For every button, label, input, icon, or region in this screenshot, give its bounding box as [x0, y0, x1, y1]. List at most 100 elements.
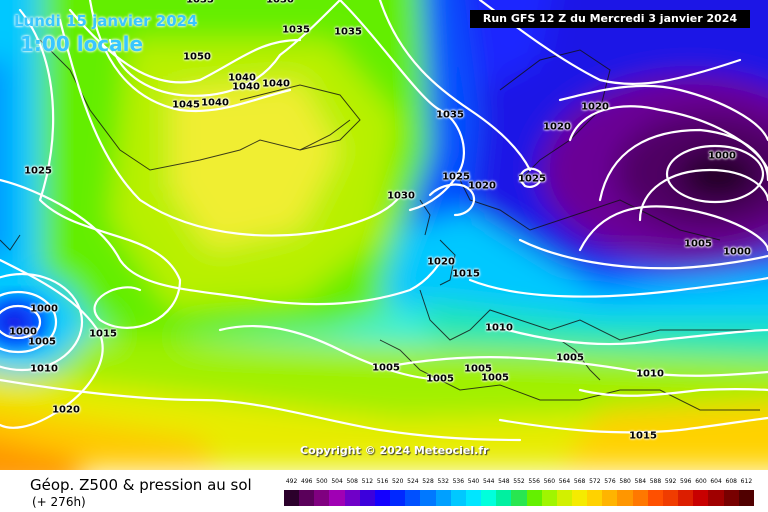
isobar-label: 1040 — [262, 78, 290, 90]
geopotential-field — [0, 0, 768, 470]
isobar-label: 1030 — [387, 190, 415, 202]
scale-swatch — [738, 490, 754, 506]
legend-bar: Géop. Z500 & pression au sol (+ 276h) 49… — [0, 470, 768, 512]
scale-tick-label: 496 — [301, 478, 313, 485]
isobar-label: 1050 — [183, 51, 211, 63]
scale-tick-label: 588 — [649, 478, 662, 485]
scale-tick-label: 608 — [725, 478, 737, 485]
scale-tick-label: 552 — [513, 478, 525, 485]
scale-swatch — [541, 490, 557, 506]
scale-tick-label: 584 — [634, 478, 647, 485]
scale-tick-label: 540 — [467, 478, 480, 485]
isobar-label: 1015 — [89, 328, 117, 340]
copyright-notice: Copyright © 2024 Meteociel.fr — [300, 444, 489, 457]
isobar-label: 1045 — [172, 99, 200, 111]
scale-swatch — [571, 490, 588, 506]
isobar-label: 1040 — [201, 97, 229, 109]
scale-swatch — [647, 490, 663, 506]
scale-swatch — [662, 490, 679, 506]
scale-swatch — [481, 490, 497, 506]
isobar-label: 1020 — [543, 121, 571, 133]
scale-tick-label: 504 — [331, 478, 343, 485]
isobar-label: 1000 — [708, 150, 736, 162]
scale-swatch — [511, 490, 527, 506]
scale-swatch — [344, 490, 360, 506]
scale-swatch — [359, 490, 375, 506]
pressure-map-graphic — [0, 0, 768, 470]
isobar-label: 1005 — [684, 238, 712, 250]
scale-tick-label: 516 — [376, 478, 389, 485]
scale-tick-label: 592 — [664, 478, 677, 485]
isobar-label: 1020 — [581, 101, 609, 113]
scale-swatch — [374, 490, 391, 506]
scale-tick-label: 492 — [285, 478, 298, 485]
scale-tick-label: 560 — [543, 478, 556, 485]
scale-tick-label: 556 — [528, 478, 540, 485]
scale-tick-label: 604 — [710, 478, 722, 485]
scale-swatch — [435, 490, 451, 506]
scale-swatch — [556, 490, 572, 506]
forecast-local-time: 1:00 locale — [20, 32, 144, 56]
scale-swatch — [602, 490, 618, 506]
scale-swatch — [329, 490, 345, 506]
isobar-label: 1025 — [24, 165, 52, 177]
run-info-banner: Run GFS 12 Z du Mercredi 3 janvier 2024 — [470, 10, 750, 28]
scale-tick-label: 512 — [361, 478, 374, 485]
scale-swatch — [693, 490, 709, 506]
scale-tick-label: 548 — [498, 478, 510, 485]
color-scale-labels: 492 496 500 504 508 512 516 520 524 528 532 536 540 5… — [284, 478, 754, 490]
isobar-label: 1040 — [232, 81, 260, 93]
forecast-date: Lundi 15 janvier 2024 — [14, 12, 198, 30]
scale-tick-label: 612 — [740, 478, 753, 485]
isobar-label: 1005 — [372, 362, 400, 374]
scale-tick-label: 536 — [452, 478, 465, 485]
scale-tick-label: 568 — [573, 478, 586, 485]
color-scale-bar — [284, 490, 754, 506]
isobar-label: 1020 — [427, 256, 455, 268]
isobar-label: 1005 — [464, 363, 492, 375]
isobar-label: 1020 — [468, 180, 496, 192]
isobar-label: 1025 — [442, 171, 470, 183]
scale-swatch — [632, 490, 648, 506]
scale-swatch — [284, 490, 300, 506]
scale-swatch — [420, 490, 436, 506]
scale-tick-label: 500 — [316, 478, 328, 485]
scale-tick-label: 544 — [482, 478, 495, 485]
scale-swatch — [405, 490, 421, 506]
scale-tick-label: 600 — [695, 478, 707, 485]
isobar-label: 1040 — [228, 72, 256, 84]
scale-swatch — [496, 490, 512, 506]
isobar-label: 1010 — [485, 322, 513, 334]
isobar-label: 1015 — [452, 268, 480, 280]
isobar-label: 1020 — [52, 404, 80, 416]
scale-swatch — [617, 490, 633, 506]
scale-tick-label: 576 — [604, 478, 616, 485]
isobar-label: 1000 — [723, 246, 751, 258]
scale-tick-label: 508 — [346, 478, 358, 485]
isobar-label: 1025 — [518, 173, 546, 185]
isobar-label: 1010 — [636, 368, 664, 380]
isobar-label: 1035 — [186, 0, 214, 6]
scale-swatch — [299, 490, 315, 506]
isobar-label: 1010 — [30, 363, 58, 375]
scale-swatch — [678, 490, 694, 506]
scale-swatch — [465, 490, 482, 506]
isobar-lines — [0, 0, 768, 440]
scale-tick-label: 580 — [619, 478, 631, 485]
legend-subtitle: (+ 276h) — [32, 495, 86, 509]
scale-tick-label: 572 — [589, 478, 601, 485]
scale-tick-label: 596 — [680, 478, 692, 485]
scale-swatch — [723, 490, 739, 506]
isobar-label: 1005 — [481, 372, 509, 384]
forecast-map: 1035 1030 1035 1035 1050 1040 1040 1040 1045 1040… — [0, 0, 768, 470]
isobar-label: 1005 — [426, 373, 454, 385]
isobar-label: 1035 — [282, 24, 310, 36]
scale-tick-label: 532 — [437, 478, 449, 485]
isobar-label: 1000 — [9, 326, 37, 338]
scale-swatch — [587, 490, 603, 506]
scale-swatch — [450, 490, 466, 506]
isobar-label: 1035 — [436, 109, 464, 121]
legend-title: Géop. Z500 & pression au sol — [30, 476, 252, 494]
isobar-label: 1015 — [629, 430, 657, 442]
scale-tick-label: 564 — [558, 478, 571, 485]
